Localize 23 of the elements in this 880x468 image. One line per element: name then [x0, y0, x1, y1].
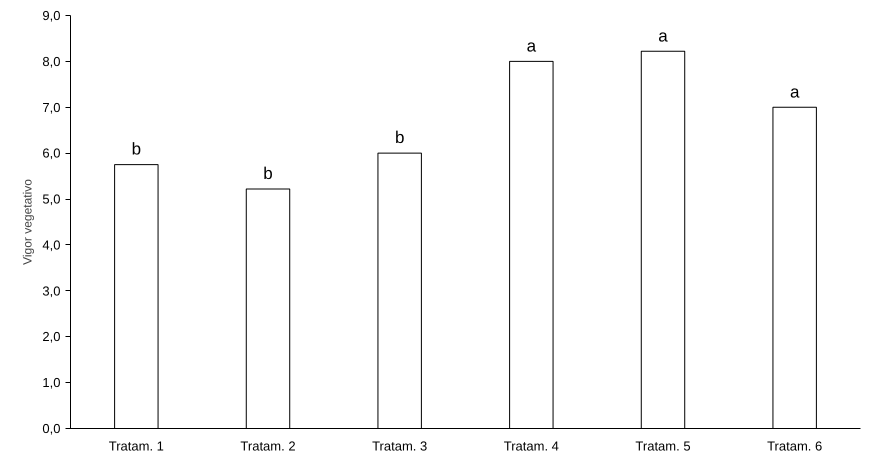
y-tick-label: 9,0: [42, 8, 61, 23]
y-tick-label: 5,0: [42, 192, 61, 207]
annotation: b: [132, 140, 142, 159]
annotation: a: [790, 82, 800, 102]
y-tick-label: 1,0: [42, 375, 61, 390]
x-tick-label: Tratam. 4: [504, 438, 559, 454]
y-tick-label: 7,0: [42, 100, 61, 115]
y-tick-label: 3,0: [42, 283, 61, 298]
x-tick-label: Tratam. 5: [635, 438, 691, 454]
x-tick-label: Tratam. 6: [767, 438, 822, 454]
y-tick-label: 4,0: [42, 237, 61, 252]
y-tick-label: 0,0: [42, 421, 61, 436]
annotation: a: [658, 26, 668, 46]
x-tick-label: Tratam. 2: [240, 438, 296, 454]
x-tick-label: Tratam. 1: [108, 438, 164, 454]
y-tick-label: 8,0: [42, 54, 61, 69]
annotation: a: [526, 36, 537, 56]
annotation: b: [394, 128, 404, 148]
y-axis-title: Vigor vegetativo: [20, 178, 34, 265]
y-tick-label: 6,0: [42, 146, 61, 161]
y-tick-label: 2,0: [42, 329, 61, 344]
annotation: b: [263, 164, 273, 183]
x-tick-label: Tratam. 3: [372, 438, 428, 454]
